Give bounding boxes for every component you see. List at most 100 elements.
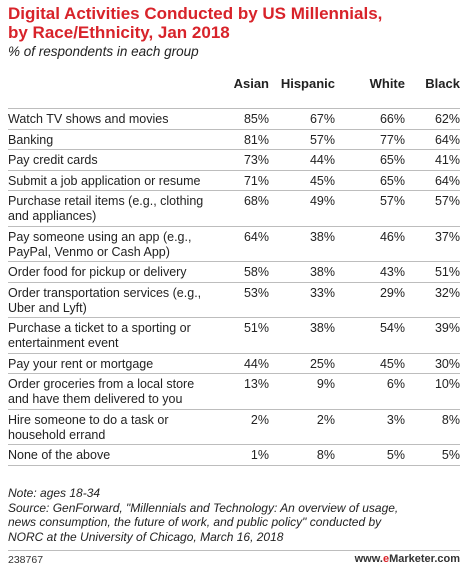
row-label-line: household errand — [8, 427, 106, 442]
table-row: Banking 81% 57% 77% 64% — [8, 133, 460, 150]
cell-asian: 85% — [243, 112, 269, 126]
chart-title-line-1: Digital Activities Conducted by US Mille… — [8, 4, 383, 23]
cell-hispanic: 9% — [316, 377, 335, 391]
cell-white: 65% — [379, 173, 405, 188]
row-label-line: Hire someone to do a task or — [8, 412, 169, 427]
row-label-line: Pay someone using an app (e.g., — [8, 229, 192, 244]
cell-asian: 44% — [243, 356, 269, 371]
cell-hispanic: 45% — [309, 173, 335, 188]
cell-hispanic: 2% — [316, 412, 335, 427]
cell-white: 66% — [379, 112, 405, 126]
cell-hispanic: 38% — [309, 265, 335, 279]
row-label: Watch TV shows and movies — [8, 112, 233, 127]
table-row: Pay your rent or mortgage 44% 25% 45% 30% — [8, 357, 460, 374]
cell-hispanic: 25% — [309, 356, 335, 371]
cell-white: 43% — [379, 265, 405, 279]
cell-hispanic: 38% — [309, 321, 335, 335]
table-row: None of the above 1% 8% 5% 5% — [8, 448, 460, 465]
table-row: Pay credit cards 73% 44% 65% 41% — [8, 153, 460, 170]
cell-white: 3% — [386, 412, 405, 427]
row-divider — [8, 261, 460, 262]
row-label-line: None of the above — [8, 448, 111, 462]
row-divider — [8, 281, 460, 283]
cell-hispanic: 33% — [309, 285, 335, 300]
row-label-line: entertainment event — [8, 336, 119, 350]
table-row: Order groceries from a local store and ha… — [8, 377, 460, 409]
cell-black: 57% — [434, 194, 460, 208]
table-row: Order food for pickup or delivery 58% 38% 4… — [8, 265, 460, 282]
table-row: Watch TV shows and movies 85% 67% 66% 62% — [8, 112, 460, 129]
cell-white: 65% — [379, 153, 405, 167]
chart-subtitle: % of respondents in each group — [8, 44, 199, 59]
row-label-line: and appliances) — [8, 209, 97, 223]
cell-white: 54% — [379, 321, 405, 335]
table-row: Order transportation services (e.g., Uber… — [8, 286, 460, 318]
row-divider — [8, 128, 460, 130]
row-divider — [8, 169, 460, 171]
cell-asian: 58% — [243, 265, 269, 279]
cell-white: 6% — [386, 377, 405, 391]
cell-white: 29% — [379, 285, 405, 300]
row-label-line: Uber and Lyft) — [8, 300, 87, 315]
row-label: Submit a job application or resume — [8, 174, 233, 189]
row-label: Order transportation services (e.g., Uber… — [8, 286, 233, 316]
cell-black: 8% — [441, 412, 460, 427]
table-row: Submit a job application or resume 71% 45%… — [8, 174, 460, 191]
cell-asian: 51% — [243, 321, 269, 335]
row-label-line: Submit a job application or resume — [8, 173, 201, 188]
column-header-black: Black — [425, 76, 460, 91]
note-line: Note: ages 18-34 — [8, 486, 101, 500]
cell-black: 5% — [441, 448, 460, 462]
cell-black: 62% — [434, 112, 460, 126]
note-line: news consumption, the future of work, an… — [8, 515, 382, 529]
cell-white: 77% — [379, 132, 405, 147]
table-row: Purchase retail items (e.g., clothing and… — [8, 194, 460, 226]
row-label-line: Banking — [8, 132, 54, 147]
cell-asian: 81% — [243, 132, 269, 147]
emarketer-brand[interactable]: www.eMarketer.com — [355, 553, 460, 565]
chart-title: Digital Activities Conducted by US Mille… — [8, 4, 466, 42]
row-label: None of the above — [8, 448, 233, 463]
table-row: Pay someone using an app (e.g., PayPal, V… — [8, 230, 460, 262]
row-label-line: Order groceries from a local store — [8, 377, 195, 391]
note-line: NORC at the University of Chicago, March… — [8, 529, 284, 544]
cell-black: 30% — [434, 356, 460, 371]
row-label: Purchase retail items (e.g., clothing and… — [8, 194, 233, 224]
cell-black: 37% — [434, 229, 460, 244]
cell-black: 39% — [434, 321, 460, 335]
chart-id: 238767 — [8, 554, 44, 566]
cell-black: 64% — [434, 173, 460, 188]
cell-asian: 53% — [243, 285, 269, 300]
row-label: Order groceries from a local store and ha… — [8, 377, 233, 407]
cell-hispanic: 49% — [309, 194, 335, 208]
cell-black: 10% — [434, 377, 460, 391]
cell-black: 41% — [434, 153, 460, 167]
row-divider — [8, 444, 460, 445]
cell-hispanic: 8% — [316, 448, 335, 462]
cell-asian: 73% — [243, 153, 269, 167]
row-label: Hire someone to do a task or household er… — [8, 413, 233, 443]
row-label-line: Order food for pickup or delivery — [8, 265, 187, 279]
row-divider — [8, 149, 460, 150]
row-label-line: PayPal, Venmo or Cash App) — [8, 244, 170, 259]
row-divider — [8, 225, 460, 227]
brand-rest: Marketer.com — [389, 553, 460, 565]
column-header-asian: Asian — [233, 76, 269, 91]
row-label: Pay your rent or mortgage — [8, 357, 233, 372]
cell-asian: 1% — [250, 448, 269, 462]
row-label-line: Purchase retail items (e.g., clothing — [8, 194, 204, 208]
note-line: Source: GenForward, "Millennials and Tec… — [8, 500, 399, 515]
column-header-hispanic: Hispanic — [280, 76, 335, 91]
source-note: Note: ages 18-34 Source: GenForward, "Mi… — [8, 486, 463, 544]
cell-asian: 13% — [243, 377, 269, 391]
chart-title-line-2: by Race/Ethnicity, Jan 2018 — [8, 23, 230, 42]
brand-e: e — [382, 553, 390, 565]
row-divider — [8, 317, 460, 318]
column-header-white: White — [369, 76, 405, 91]
table-row: Hire someone to do a task or household er… — [8, 413, 460, 445]
cell-black: 64% — [434, 132, 460, 147]
cell-hispanic: 67% — [309, 112, 335, 126]
row-label-line: Purchase a ticket to a sporting or — [8, 321, 191, 335]
cell-hispanic: 44% — [309, 153, 335, 167]
cell-asian: 71% — [243, 173, 269, 188]
